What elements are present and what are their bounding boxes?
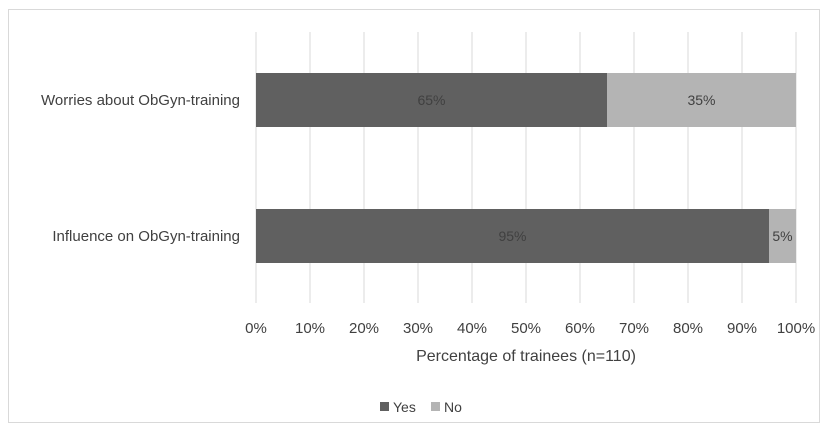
x-tick-labels: 0% 10% 20% 30% 40% 50% 60% 70% 80% 90% 100%: [245, 320, 815, 337]
bar-no: [769, 209, 796, 263]
x-axis-title: Percentage of trainees (n=110): [416, 348, 636, 365]
x-tick-label: 10%: [295, 320, 325, 337]
x-tick-label: 30%: [403, 320, 433, 337]
data-label: 65%: [417, 92, 445, 108]
category-label: Influence on ObGyn-training: [52, 228, 240, 245]
x-tick-label: 20%: [349, 320, 379, 337]
category-label: Worries about ObGyn-training: [41, 92, 240, 109]
x-tick-label: 90%: [727, 320, 757, 337]
bar-no: [607, 73, 796, 127]
x-tick-label: 70%: [619, 320, 649, 337]
x-tick-label: 40%: [457, 320, 487, 337]
category-labels: Worries about ObGyn-training Influence on…: [41, 92, 240, 245]
data-label: 5%: [772, 228, 792, 244]
legend-swatch-no: [431, 402, 440, 411]
legend-label-no: No: [444, 399, 462, 415]
x-tick-label: 80%: [673, 320, 703, 337]
data-label: 95%: [498, 228, 526, 244]
bar-yes: [256, 209, 769, 263]
x-tick-label: 0%: [245, 320, 267, 337]
x-tick-label: 100%: [777, 320, 815, 337]
legend-label-yes: Yes: [393, 399, 416, 415]
legend: Yes No: [380, 399, 462, 415]
legend-swatch-yes: [380, 402, 389, 411]
bar-yes: [256, 73, 607, 127]
data-label: 35%: [687, 92, 715, 108]
data-labels: 65% 35% 95% 5%: [417, 92, 792, 244]
bars: [256, 73, 796, 263]
x-tick-label: 50%: [511, 320, 541, 337]
x-tick-label: 60%: [565, 320, 595, 337]
